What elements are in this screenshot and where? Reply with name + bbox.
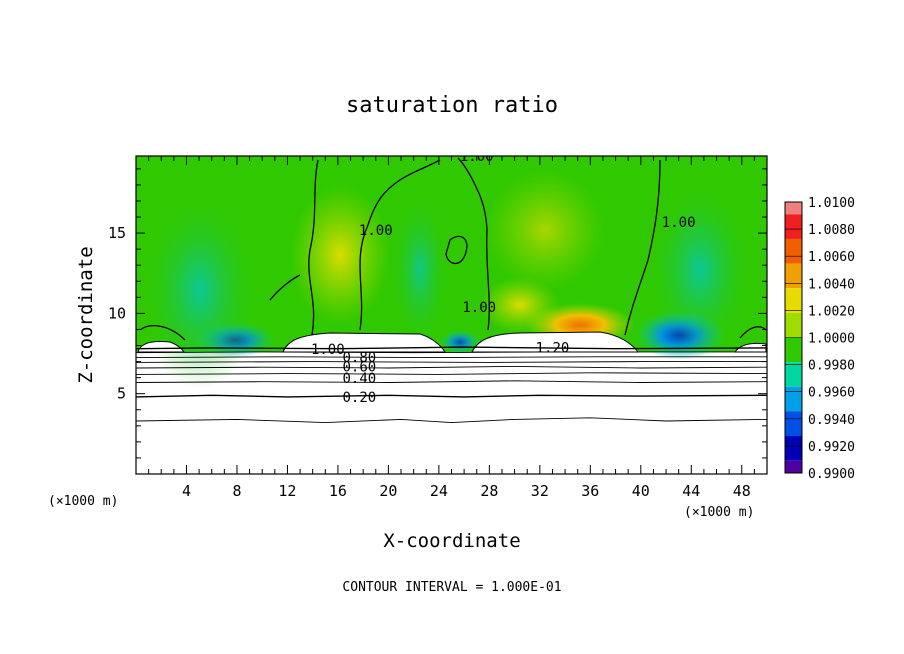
x-tick-label: 48 bbox=[733, 482, 751, 500]
y-axis-label: Z-coordinate bbox=[75, 246, 97, 383]
contour-label: 1.00 bbox=[359, 223, 393, 239]
contour-label: 1.20 bbox=[536, 340, 570, 356]
contour-lines bbox=[136, 346, 767, 424]
contour-interval-note: CONTOUR INTERVAL = 1.000E-01 bbox=[342, 580, 561, 595]
colorbar-band bbox=[785, 263, 802, 289]
y-axis: 5 10 15 bbox=[108, 168, 767, 459]
colorbar-band bbox=[785, 362, 802, 387]
colorbar-label: 1.0100 bbox=[808, 196, 855, 211]
contour-label: 0.40 bbox=[343, 371, 377, 387]
x-tick-label: 16 bbox=[329, 482, 347, 500]
x-tick-label: 36 bbox=[581, 482, 599, 500]
colorbar-band bbox=[785, 238, 802, 264]
contour-line bbox=[136, 365, 767, 369]
contour-line bbox=[136, 380, 767, 383]
y-tick-label: 15 bbox=[108, 224, 126, 242]
x-unit-left: (×1000 m) bbox=[48, 494, 118, 509]
contour-line bbox=[136, 346, 767, 350]
y-tick-label: 10 bbox=[108, 304, 126, 322]
contour-label: 0.20 bbox=[343, 390, 377, 406]
x-tick-label: 12 bbox=[278, 482, 296, 500]
colorbar-label: 1.0060 bbox=[808, 250, 855, 265]
contour-line bbox=[136, 361, 767, 363]
contour-line bbox=[136, 356, 767, 359]
x-tick-label: 44 bbox=[682, 482, 700, 500]
x-tick-label: 40 bbox=[632, 482, 650, 500]
x-tick-label: 8 bbox=[232, 482, 241, 500]
chart-title: saturation ratio bbox=[346, 93, 558, 118]
colorbar-band bbox=[785, 312, 802, 338]
colorbar-label: 0.9920 bbox=[808, 440, 855, 455]
colorbar-label: 1.0000 bbox=[808, 332, 855, 347]
contour-line bbox=[136, 372, 767, 375]
colorbar-band bbox=[785, 436, 802, 461]
colorbar-label: 1.0040 bbox=[808, 277, 855, 292]
contour-line bbox=[136, 417, 767, 424]
colorbar-label: 0.9900 bbox=[808, 467, 855, 482]
x-tick-label: 24 bbox=[430, 482, 448, 500]
contour-line bbox=[136, 351, 767, 354]
contour-label: 0.60 bbox=[343, 360, 377, 376]
contour-label: 1.00 bbox=[462, 300, 496, 316]
x-axis-label: X-coordinate bbox=[383, 530, 520, 552]
x-axis: 4 8 12 16 20 24 28 32 36 40 44 48 bbox=[148, 156, 755, 500]
colorbar-band bbox=[785, 411, 802, 437]
colorbar-band bbox=[785, 386, 802, 412]
contour-label: 0.80 bbox=[343, 350, 377, 366]
x-tick-label: 4 bbox=[182, 482, 191, 500]
x-unit-right: (×1000 m) bbox=[684, 505, 754, 520]
colorbar-band bbox=[785, 288, 802, 313]
plot-area: 0.200.400.600.801.00 1.201.001.001.001.00 bbox=[136, 156, 767, 474]
colorbar-label: 1.0020 bbox=[808, 304, 855, 319]
colorbar-band bbox=[785, 337, 802, 363]
cloud-boundary-contours bbox=[139, 157, 767, 341]
contour-line bbox=[136, 394, 767, 398]
colorbar-label: 1.0080 bbox=[808, 223, 855, 238]
contour-label: 1.00 bbox=[662, 215, 696, 231]
colorbar: 1.0100 1.0080 1.0060 1.0040 1.0020 1.0000 0.99… bbox=[784, 196, 855, 482]
colorbar-label: 0.9980 bbox=[808, 359, 855, 374]
colorbar-band bbox=[785, 202, 802, 215]
colorbar-band bbox=[785, 460, 802, 473]
colorbar-label: 0.9960 bbox=[808, 386, 855, 401]
field-shading bbox=[140, 170, 755, 390]
y-tick-label: 5 bbox=[117, 385, 126, 403]
colorbar-band bbox=[785, 214, 802, 239]
x-tick-label: 32 bbox=[531, 482, 549, 500]
colorbar-label: 0.9940 bbox=[808, 413, 855, 428]
contour-label: 1.00 bbox=[311, 342, 345, 358]
x-tick-label: 20 bbox=[379, 482, 397, 500]
x-tick-label: 28 bbox=[480, 482, 498, 500]
